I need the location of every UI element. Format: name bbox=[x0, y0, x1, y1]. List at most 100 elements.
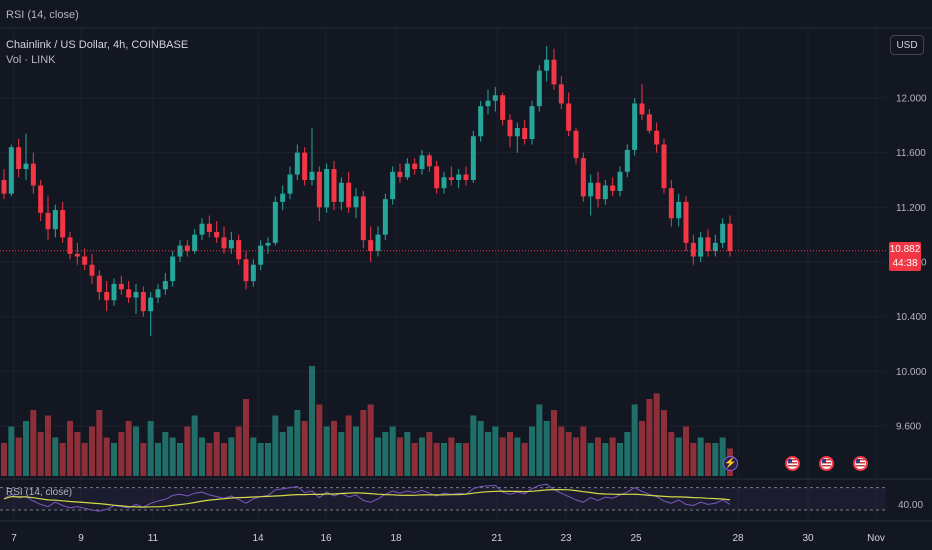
date-tick-label: 25 bbox=[630, 533, 642, 544]
candle-body bbox=[148, 297, 154, 312]
candle-body bbox=[617, 171, 623, 191]
candle-body bbox=[302, 152, 308, 180]
candle-body bbox=[287, 174, 293, 194]
volume-bar bbox=[514, 437, 521, 476]
candle-body bbox=[558, 84, 564, 104]
volume-bar bbox=[587, 443, 594, 476]
volume-bar bbox=[551, 410, 557, 476]
candle-body bbox=[184, 245, 190, 252]
candle-body bbox=[419, 155, 425, 170]
candle-body bbox=[404, 163, 410, 178]
rsi-indicator-label[interactable]: RSI (14, close) bbox=[6, 487, 73, 498]
candle-body bbox=[16, 147, 22, 170]
candle-body bbox=[250, 264, 256, 282]
volume-bar bbox=[595, 437, 601, 476]
candle-body bbox=[126, 289, 132, 298]
volume-bar bbox=[81, 443, 88, 476]
candle-body bbox=[397, 171, 403, 178]
candle-body bbox=[104, 292, 110, 301]
us-flag-icon[interactable] bbox=[819, 456, 834, 471]
lightning-icon[interactable]: ⚡ bbox=[723, 456, 738, 471]
candle-body bbox=[470, 136, 476, 180]
price-tick-label: 9.600 bbox=[896, 422, 921, 433]
volume-bar bbox=[470, 415, 477, 476]
currency-button[interactable]: USD bbox=[890, 35, 924, 55]
volume-bar bbox=[573, 437, 579, 476]
volume-bar bbox=[675, 437, 682, 476]
volume-bar bbox=[30, 410, 37, 476]
candle-body bbox=[258, 245, 264, 265]
date-tick-label: 16 bbox=[320, 533, 332, 544]
candle-body bbox=[67, 237, 73, 254]
candle-body bbox=[492, 95, 498, 101]
volume-bar bbox=[521, 443, 528, 476]
volume-bar bbox=[631, 404, 638, 476]
candle-body bbox=[676, 201, 682, 219]
volume-bar bbox=[184, 426, 191, 476]
volume-bar bbox=[367, 404, 374, 476]
price-tick-label: 11.600 bbox=[896, 148, 926, 159]
candle-body bbox=[368, 240, 374, 252]
candle-body bbox=[38, 185, 44, 213]
symbol-title[interactable]: Chainlink / US Dollar, 4h, COINBASE bbox=[6, 39, 189, 51]
volume-bar bbox=[309, 366, 315, 476]
volume-bar bbox=[705, 443, 711, 476]
us-flag-icon[interactable] bbox=[785, 456, 800, 471]
volume-bar bbox=[639, 421, 645, 476]
price-tick-label: 11.200 bbox=[896, 203, 926, 214]
volume-bar bbox=[375, 437, 381, 476]
candle-body bbox=[507, 119, 513, 137]
candle-body bbox=[338, 182, 344, 202]
volume-bar bbox=[177, 443, 183, 476]
rsi-axis-label: 40.00 bbox=[898, 500, 923, 511]
candle-body bbox=[683, 201, 689, 243]
candle-body bbox=[485, 100, 491, 107]
volume-bar bbox=[499, 437, 506, 476]
date-tick-label: 9 bbox=[78, 533, 84, 544]
candle-body bbox=[45, 212, 51, 230]
volume-bar bbox=[558, 426, 565, 476]
volume-bar bbox=[257, 443, 264, 476]
candle-body bbox=[96, 275, 102, 293]
volume-bar bbox=[353, 426, 359, 476]
candle-body bbox=[140, 292, 146, 312]
date-tick-label: 23 bbox=[560, 533, 572, 544]
volume-bar bbox=[235, 426, 242, 476]
volume-bar bbox=[147, 421, 154, 476]
volume-bar bbox=[477, 421, 484, 476]
volume-bar bbox=[419, 437, 425, 476]
candle-body bbox=[727, 223, 733, 252]
volume-bar bbox=[250, 437, 257, 476]
last-price-tag: 10.882 44:38 bbox=[889, 242, 921, 271]
volume-legend[interactable]: Vol · LINK bbox=[6, 54, 56, 66]
candle-body bbox=[243, 259, 249, 282]
volume-bar bbox=[89, 426, 95, 476]
candle-body bbox=[720, 223, 726, 243]
volume-bar bbox=[169, 437, 176, 476]
volume-bar bbox=[59, 443, 66, 476]
candle-body bbox=[624, 149, 630, 172]
candle-body bbox=[566, 103, 572, 131]
volume-bar bbox=[697, 437, 704, 476]
price-tick-label: 10.000 bbox=[896, 367, 927, 378]
date-tick-label: 7 bbox=[11, 533, 17, 544]
us-flag-icon[interactable] bbox=[853, 456, 868, 471]
indicator-header[interactable]: RSI (14, close) bbox=[6, 9, 79, 21]
candle-body bbox=[412, 163, 418, 170]
date-tick-label: Nov bbox=[867, 533, 885, 544]
volume-bar bbox=[485, 432, 491, 476]
volume-bar bbox=[243, 399, 249, 476]
volume-bar bbox=[382, 432, 389, 476]
candle-body bbox=[89, 264, 95, 276]
candle-body bbox=[118, 283, 124, 290]
candle-body bbox=[192, 234, 198, 252]
volume-bar bbox=[426, 432, 433, 476]
volume-bar bbox=[8, 426, 15, 476]
time-axis[interactable]: 7 9 11 14 16 18 21 23 25 28 30 Nov bbox=[11, 533, 885, 544]
candle-body bbox=[426, 155, 432, 167]
volume-bar bbox=[433, 443, 440, 476]
volume-bar bbox=[712, 443, 719, 476]
candle-body bbox=[206, 223, 212, 232]
volume-bar bbox=[294, 410, 301, 476]
